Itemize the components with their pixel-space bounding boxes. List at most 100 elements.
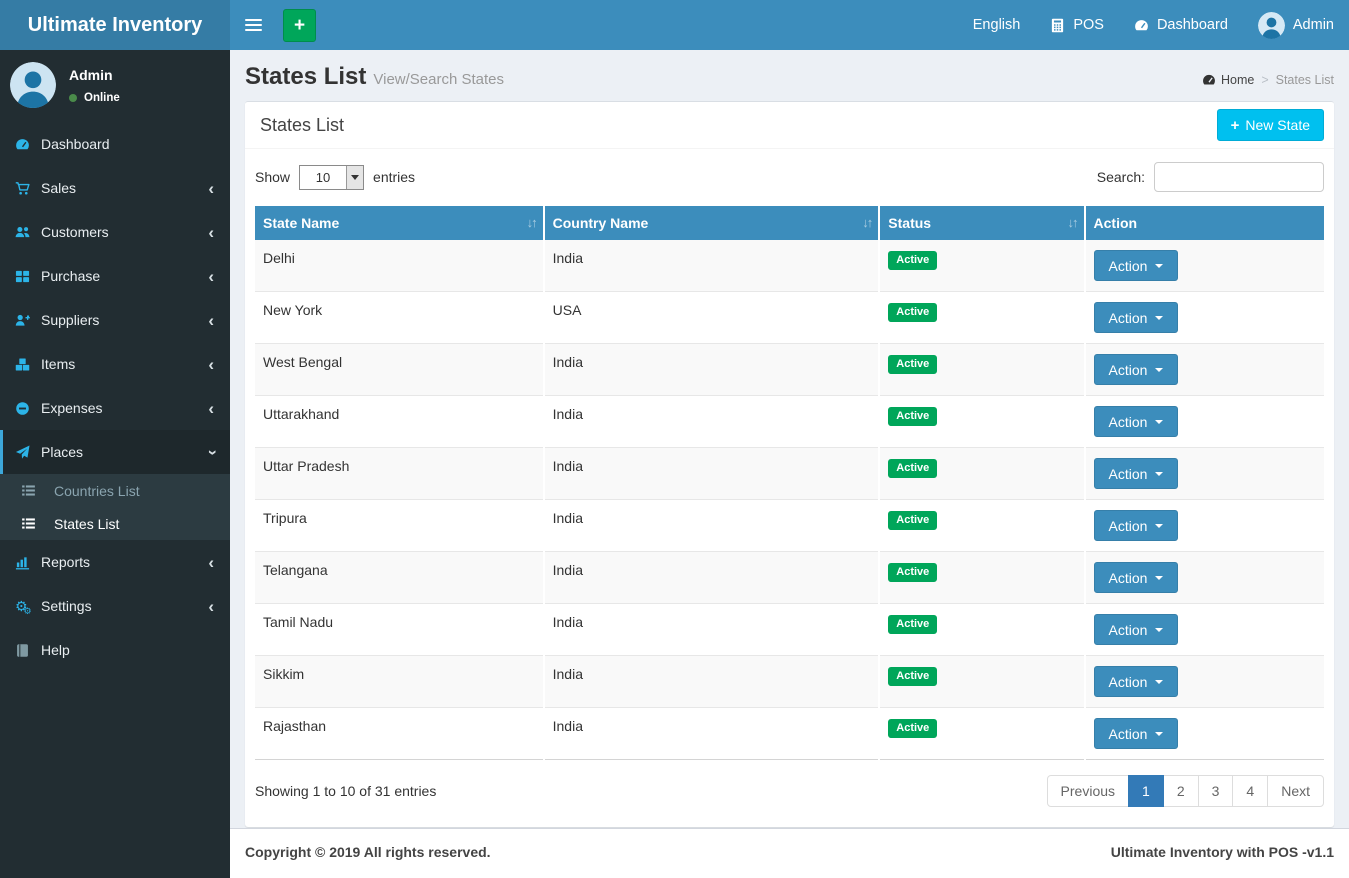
row-action-button[interactable]: Action: [1093, 406, 1179, 437]
pagination-page-1[interactable]: 1: [1128, 775, 1164, 807]
cell-status: Active: [878, 603, 1085, 656]
cell-action: Action: [1083, 240, 1324, 292]
new-state-button[interactable]: + New State: [1216, 109, 1324, 141]
sidebar-item-reports[interactable]: Reports ‹: [0, 540, 230, 584]
calculator-icon: [1050, 18, 1065, 33]
sidebar-item-purchase[interactable]: Purchase ‹: [0, 254, 230, 298]
row-action-button[interactable]: Action: [1093, 302, 1179, 333]
sidebar-item-items[interactable]: Items ‹: [0, 342, 230, 386]
sidebar-item-customers[interactable]: Customers ‹: [0, 210, 230, 254]
sidebar-menu: Dashboard Sales ‹ Customers ‹ Purchase ‹…: [0, 122, 230, 672]
list-icon: [21, 483, 45, 498]
row-action-button[interactable]: Action: [1093, 614, 1179, 645]
column-header-action: Action: [1083, 206, 1324, 240]
chevron-left-icon: ‹: [208, 354, 214, 374]
column-header-status[interactable]: Status ↓↑: [878, 206, 1085, 240]
sidebar-item-countries-list[interactable]: Countries List: [0, 474, 230, 507]
sidebar-item-suppliers[interactable]: Suppliers ‹: [0, 298, 230, 342]
cell-country-name: USA: [542, 291, 880, 344]
cell-action: Action: [1083, 707, 1324, 760]
chevron-left-icon: ‹: [208, 596, 214, 616]
breadcrumb: Home > States List: [1202, 73, 1334, 87]
table-row: Uttar Pradesh India Active Action: [255, 447, 1324, 500]
chevron-left-icon: ‹: [208, 310, 214, 330]
row-action-button[interactable]: Action: [1093, 510, 1179, 541]
caret-down-icon: [1155, 315, 1164, 320]
sidebar-item-settings[interactable]: ⚙ ⚙ Settings ‹: [0, 584, 230, 628]
column-header-country-name[interactable]: Country Name ↓↑: [542, 206, 880, 240]
cell-state-name: Tamil Nadu: [255, 603, 544, 656]
pagination-previous[interactable]: Previous: [1046, 775, 1130, 807]
sidebar-item-places[interactable]: Places ‹: [0, 430, 230, 474]
sidebar-item-help[interactable]: Help: [0, 628, 230, 672]
cell-state-name: Sikkim: [255, 655, 544, 708]
cell-state-name: Tripura: [255, 499, 544, 552]
cell-status: Active: [878, 395, 1085, 448]
sidebar-item-states-list[interactable]: States List: [0, 507, 230, 540]
status-badge: Active: [888, 511, 938, 530]
states-list-panel: States List + New State Show 10 entries …: [245, 101, 1334, 827]
nav-dashboard-label: Dashboard: [1156, 17, 1228, 33]
caret-down-icon: [1155, 263, 1164, 268]
pagination-page-2[interactable]: 2: [1162, 775, 1199, 807]
user-plus-icon: [15, 313, 41, 328]
breadcrumb-home-link[interactable]: Home: [1202, 73, 1254, 87]
chevron-left-icon: ‹: [208, 222, 214, 242]
cell-status: Active: [878, 551, 1085, 604]
pagination-next[interactable]: Next: [1267, 775, 1324, 807]
caret-down-icon: [1155, 627, 1164, 632]
sidebar-item-sales[interactable]: Sales ‹: [0, 166, 230, 210]
cell-state-name: West Bengal: [255, 343, 544, 396]
cell-action: Action: [1083, 655, 1324, 708]
caret-down-icon: [1155, 731, 1164, 736]
breadcrumb-home-label: Home: [1220, 73, 1255, 87]
users-icon: [15, 225, 41, 240]
quick-add-button[interactable]: +: [283, 8, 316, 42]
nav-language[interactable]: English: [958, 0, 1036, 50]
online-status-icon: [69, 94, 77, 102]
table-row: Rajasthan India Active Action: [255, 707, 1324, 760]
row-action-button[interactable]: Action: [1093, 354, 1179, 385]
navbar-left: +: [230, 0, 316, 50]
list-icon: [21, 516, 45, 531]
cell-country-name: India: [542, 395, 880, 448]
nav-dashboard[interactable]: Dashboard: [1119, 0, 1243, 50]
page-length-select[interactable]: 10: [299, 164, 365, 190]
chevron-left-icon: ‹: [208, 398, 214, 418]
nav-user-menu[interactable]: Admin: [1243, 0, 1349, 50]
user-avatar-icon: [10, 62, 56, 108]
cell-country-name: India: [542, 655, 880, 708]
row-action-button[interactable]: Action: [1093, 250, 1179, 281]
sort-icon: ↓↑: [526, 215, 538, 230]
cell-status: Active: [878, 291, 1085, 344]
chevron-left-icon: ‹: [208, 552, 214, 572]
main-header: Ultimate Inventory + English POS Dashboa…: [0, 0, 1349, 50]
pagination-page-4[interactable]: 4: [1232, 775, 1269, 807]
table-info: Showing 1 to 10 of 31 entries: [255, 783, 437, 799]
sidebar-user-status[interactable]: Online: [69, 92, 120, 104]
cell-status: Active: [878, 343, 1085, 396]
row-action-button[interactable]: Action: [1093, 458, 1179, 489]
nav-pos[interactable]: POS: [1035, 0, 1119, 50]
gears-icon: ⚙ ⚙: [15, 598, 32, 616]
column-header-state-name[interactable]: State Name ↓↑: [255, 206, 544, 240]
cell-country-name: India: [542, 707, 880, 760]
brand-logo[interactable]: Ultimate Inventory: [0, 0, 230, 50]
sidebar-item-label: Places: [41, 444, 84, 460]
search-input[interactable]: [1154, 162, 1324, 192]
nav-user-label: Admin: [1292, 17, 1334, 33]
states-table: State Name ↓↑ Country Name ↓↑ Status ↓↑ Act…: [255, 206, 1324, 760]
sidebar-item-label: Customers: [41, 224, 109, 240]
chevron-down-icon: ‹: [201, 449, 221, 455]
status-badge: Active: [888, 615, 938, 634]
row-action-button[interactable]: Action: [1093, 666, 1179, 697]
sidebar-item-dashboard[interactable]: Dashboard: [0, 122, 230, 166]
row-action-button[interactable]: Action: [1093, 718, 1179, 749]
sidebar-user-info: Admin Online: [69, 62, 120, 104]
pagination-page-3[interactable]: 3: [1197, 775, 1234, 807]
sidebar-toggle-button[interactable]: [230, 0, 276, 50]
sidebar-item-expenses[interactable]: Expenses ‹: [0, 386, 230, 430]
top-navbar: + English POS Dashboard Admin: [230, 0, 1349, 50]
table-header-row: State Name ↓↑ Country Name ↓↑ Status ↓↑ Act…: [255, 206, 1324, 240]
row-action-button[interactable]: Action: [1093, 562, 1179, 593]
